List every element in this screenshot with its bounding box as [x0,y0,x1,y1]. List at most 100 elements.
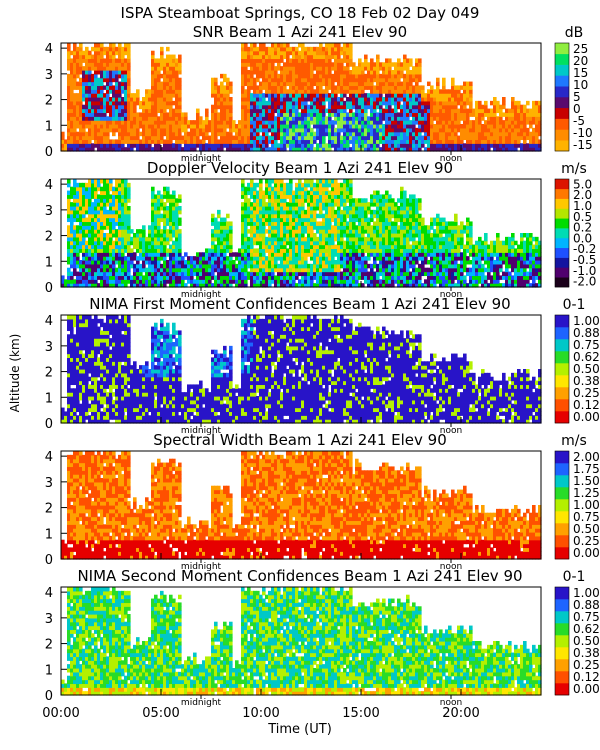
heatmap-cell [283,186,287,192]
heatmap-cell [316,62,320,67]
heatmap-cell [457,89,461,94]
heatmap-cell [394,85,398,90]
heatmap-cell [322,93,326,98]
heatmap-cell [250,229,254,234]
colorbar-label: 25 [573,42,588,56]
heatmap-cell [355,104,359,110]
heatmap-cell [97,135,101,141]
heatmap-cell [526,100,530,106]
heatmap-cell [310,62,314,67]
heatmap-cell [208,120,212,125]
heatmap-cell [262,202,266,207]
heatmap-cell [121,252,125,257]
heatmap-cell [151,248,155,253]
heatmap-cell [526,112,530,117]
heatmap-cell [214,217,218,223]
heatmap-cell [346,89,350,94]
heatmap-cell [241,131,245,137]
heatmap-cell [271,229,275,234]
heatmap-cell [358,89,362,94]
heatmap-cell [184,124,188,129]
heatmap-cell [103,194,107,199]
heatmap-cell [79,240,83,246]
heatmap-cell [163,263,167,269]
heatmap-cell [73,100,77,106]
heatmap-cell [397,143,401,148]
heatmap-cell [241,229,245,234]
heatmap-cell [79,97,83,102]
heatmap-cell [367,147,371,152]
heatmap-cell [244,213,248,219]
heatmap-cell [250,70,254,75]
heatmap-cell [301,120,305,125]
heatmap-cell [151,256,155,261]
heatmap-cell [274,100,278,106]
heatmap-cell [205,135,209,141]
heatmap-cell [310,283,314,288]
heatmap-cell [148,275,152,280]
heatmap-cell [160,54,164,60]
heatmap-cell [82,104,86,110]
heatmap-cell [247,209,251,215]
heatmap-cell [130,283,134,288]
heatmap-cell [70,190,74,196]
heatmap-cell [184,131,188,137]
heatmap-cell [241,73,245,79]
heatmap-cell [391,127,395,133]
heatmap-cell [346,100,350,106]
heatmap-cell [301,46,305,52]
heatmap-cell [319,77,323,83]
heatmap-cell [304,240,308,246]
heatmap-cell [214,100,218,106]
heatmap-cell [532,100,536,106]
heatmap-cell [91,252,95,257]
heatmap-cell [250,112,254,117]
heatmap-cell [148,124,152,129]
heatmap-cell [286,260,290,265]
heatmap-cell [379,124,383,129]
heatmap-cell [268,179,272,184]
heatmap-cell [268,116,272,121]
heatmap-cell [124,131,128,137]
heatmap-cell [532,120,536,125]
heatmap-cell [103,147,107,152]
heatmap-cell [139,236,143,242]
heatmap-cell [169,100,173,106]
heatmap-cell [274,131,278,137]
heatmap-cell [325,89,329,94]
heatmap-cell [286,100,290,106]
heatmap-cell [289,112,293,117]
heatmap-cell [259,124,263,129]
heatmap-cell [280,248,284,253]
heatmap-cell [88,179,92,184]
heatmap-cell [460,135,464,141]
heatmap-cell [262,263,266,269]
heatmap-cell [313,225,317,230]
heatmap-cell [106,213,110,219]
heatmap-cell [301,66,305,71]
heatmap-cell [76,100,80,106]
heatmap-cell [208,135,212,141]
heatmap-cell [109,233,113,238]
heatmap-cell [157,244,161,250]
heatmap-cell [283,50,287,56]
heatmap-cell [94,81,98,87]
heatmap-cell [505,124,509,129]
heatmap-cell [232,263,236,269]
heatmap-cell [439,124,443,129]
heatmap-cell [340,112,344,117]
heatmap-cell [106,143,110,148]
heatmap-cell [304,236,308,242]
heatmap-cell [382,116,386,121]
heatmap-cell [319,135,323,141]
heatmap-cell [124,271,128,277]
heatmap-cell [307,279,311,284]
heatmap-cell [241,93,245,98]
heatmap-cell [247,260,251,265]
heatmap-cell [175,131,179,137]
heatmap-cell [97,271,101,277]
heatmap-cell [100,73,104,79]
heatmap-cell [154,279,158,284]
heatmap-cell [103,225,107,230]
heatmap-cell [502,147,506,152]
